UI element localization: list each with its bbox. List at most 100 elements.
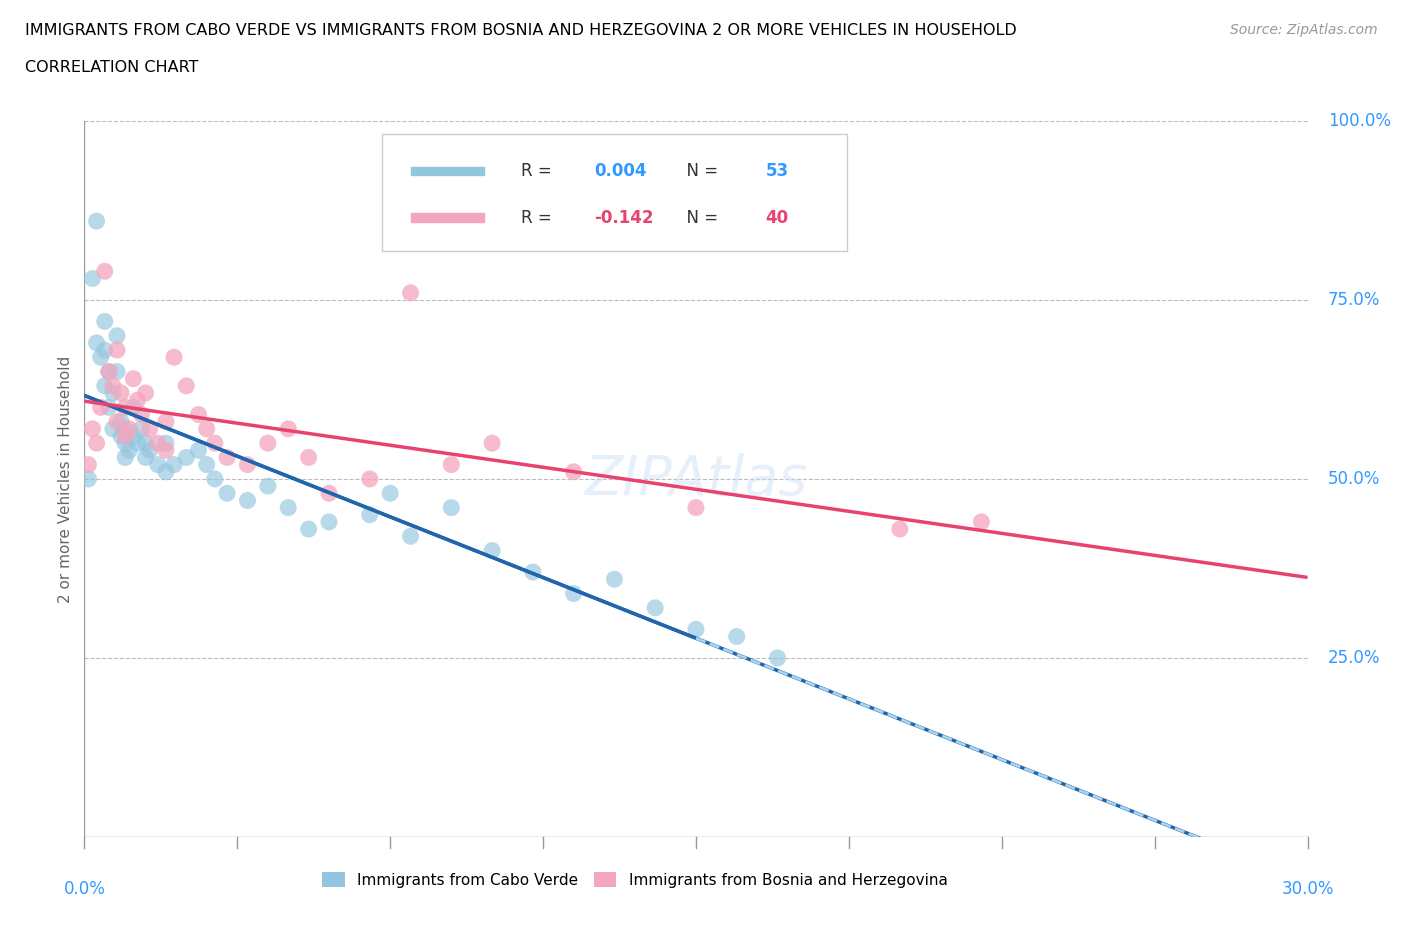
- Point: [110, 429, 132, 444]
- Text: 100.0%: 100.0%: [1329, 112, 1391, 130]
- Point: [562, 464, 585, 479]
- Point: [685, 622, 707, 637]
- Point: [114, 450, 136, 465]
- Text: CORRELATION CHART: CORRELATION CHART: [25, 60, 198, 75]
- Text: 0.0%: 0.0%: [63, 880, 105, 898]
- Point: [277, 500, 299, 515]
- Text: 30.0%: 30.0%: [1281, 880, 1334, 898]
- Point: [114, 435, 136, 451]
- Text: Source: ZipAtlas.com: Source: ZipAtlas.com: [1230, 23, 1378, 37]
- Point: [257, 435, 280, 451]
- Text: N =: N =: [676, 162, 723, 180]
- Point: [93, 379, 115, 393]
- Point: [481, 435, 503, 451]
- Point: [138, 421, 160, 436]
- Y-axis label: 2 or more Vehicles in Household: 2 or more Vehicles in Household: [58, 355, 73, 603]
- Point: [146, 435, 169, 451]
- Point: [318, 514, 340, 529]
- Point: [114, 421, 136, 436]
- Point: [82, 271, 104, 286]
- Point: [138, 443, 160, 458]
- Text: R =: R =: [520, 208, 557, 227]
- Point: [236, 493, 259, 508]
- Text: 75.0%: 75.0%: [1329, 291, 1381, 309]
- Point: [174, 379, 197, 393]
- Point: [105, 414, 128, 429]
- Point: [77, 458, 100, 472]
- Text: ZIPAtlas: ZIPAtlas: [585, 453, 807, 505]
- Bar: [411, 166, 484, 176]
- Point: [131, 407, 153, 422]
- Point: [204, 435, 226, 451]
- Point: [93, 342, 115, 357]
- Point: [90, 350, 112, 365]
- Point: [603, 572, 626, 587]
- Text: R =: R =: [520, 162, 557, 180]
- Point: [114, 429, 136, 444]
- Text: IMMIGRANTS FROM CABO VERDE VS IMMIGRANTS FROM BOSNIA AND HERZEGOVINA 2 OR MORE V: IMMIGRANTS FROM CABO VERDE VS IMMIGRANTS…: [25, 23, 1017, 38]
- Point: [105, 328, 128, 343]
- Point: [110, 386, 132, 401]
- Point: [187, 407, 209, 422]
- Point: [155, 464, 177, 479]
- Point: [298, 522, 321, 537]
- Text: 50.0%: 50.0%: [1329, 470, 1381, 488]
- Point: [217, 485, 239, 500]
- Point: [101, 379, 124, 393]
- Point: [766, 651, 789, 666]
- Text: N =: N =: [676, 208, 723, 227]
- Point: [86, 435, 108, 451]
- Point: [135, 386, 157, 401]
- Point: [399, 529, 422, 544]
- Point: [359, 472, 381, 486]
- Point: [257, 479, 280, 494]
- Text: 0.004: 0.004: [595, 162, 647, 180]
- Point: [195, 458, 218, 472]
- Point: [114, 400, 136, 415]
- Point: [127, 392, 149, 407]
- Point: [481, 543, 503, 558]
- Point: [970, 514, 993, 529]
- Point: [217, 450, 239, 465]
- Point: [725, 629, 748, 644]
- Point: [122, 429, 145, 444]
- Point: [131, 421, 153, 436]
- Point: [440, 500, 463, 515]
- Point: [135, 450, 157, 465]
- Point: [97, 365, 120, 379]
- Point: [118, 421, 141, 436]
- Point: [187, 443, 209, 458]
- Text: 40: 40: [765, 208, 789, 227]
- Point: [236, 458, 259, 472]
- Point: [146, 458, 169, 472]
- Point: [440, 458, 463, 472]
- Point: [122, 371, 145, 386]
- Point: [77, 472, 100, 486]
- Point: [86, 336, 108, 351]
- Point: [163, 458, 186, 472]
- FancyBboxPatch shape: [382, 134, 846, 251]
- Point: [195, 421, 218, 436]
- Point: [122, 400, 145, 415]
- Point: [318, 485, 340, 500]
- Legend: Immigrants from Cabo Verde, Immigrants from Bosnia and Herzegovina: Immigrants from Cabo Verde, Immigrants f…: [316, 866, 953, 894]
- Point: [174, 450, 197, 465]
- Point: [82, 421, 104, 436]
- Point: [889, 522, 911, 537]
- Point: [522, 565, 544, 579]
- Point: [155, 435, 177, 451]
- Point: [380, 485, 402, 500]
- Point: [127, 435, 149, 451]
- Point: [163, 350, 186, 365]
- Point: [110, 414, 132, 429]
- Point: [562, 586, 585, 601]
- Point: [118, 443, 141, 458]
- Point: [277, 421, 299, 436]
- Point: [399, 286, 422, 300]
- Point: [101, 421, 124, 436]
- Point: [359, 508, 381, 523]
- Point: [644, 601, 666, 616]
- Point: [155, 414, 177, 429]
- Point: [97, 400, 120, 415]
- Point: [101, 386, 124, 401]
